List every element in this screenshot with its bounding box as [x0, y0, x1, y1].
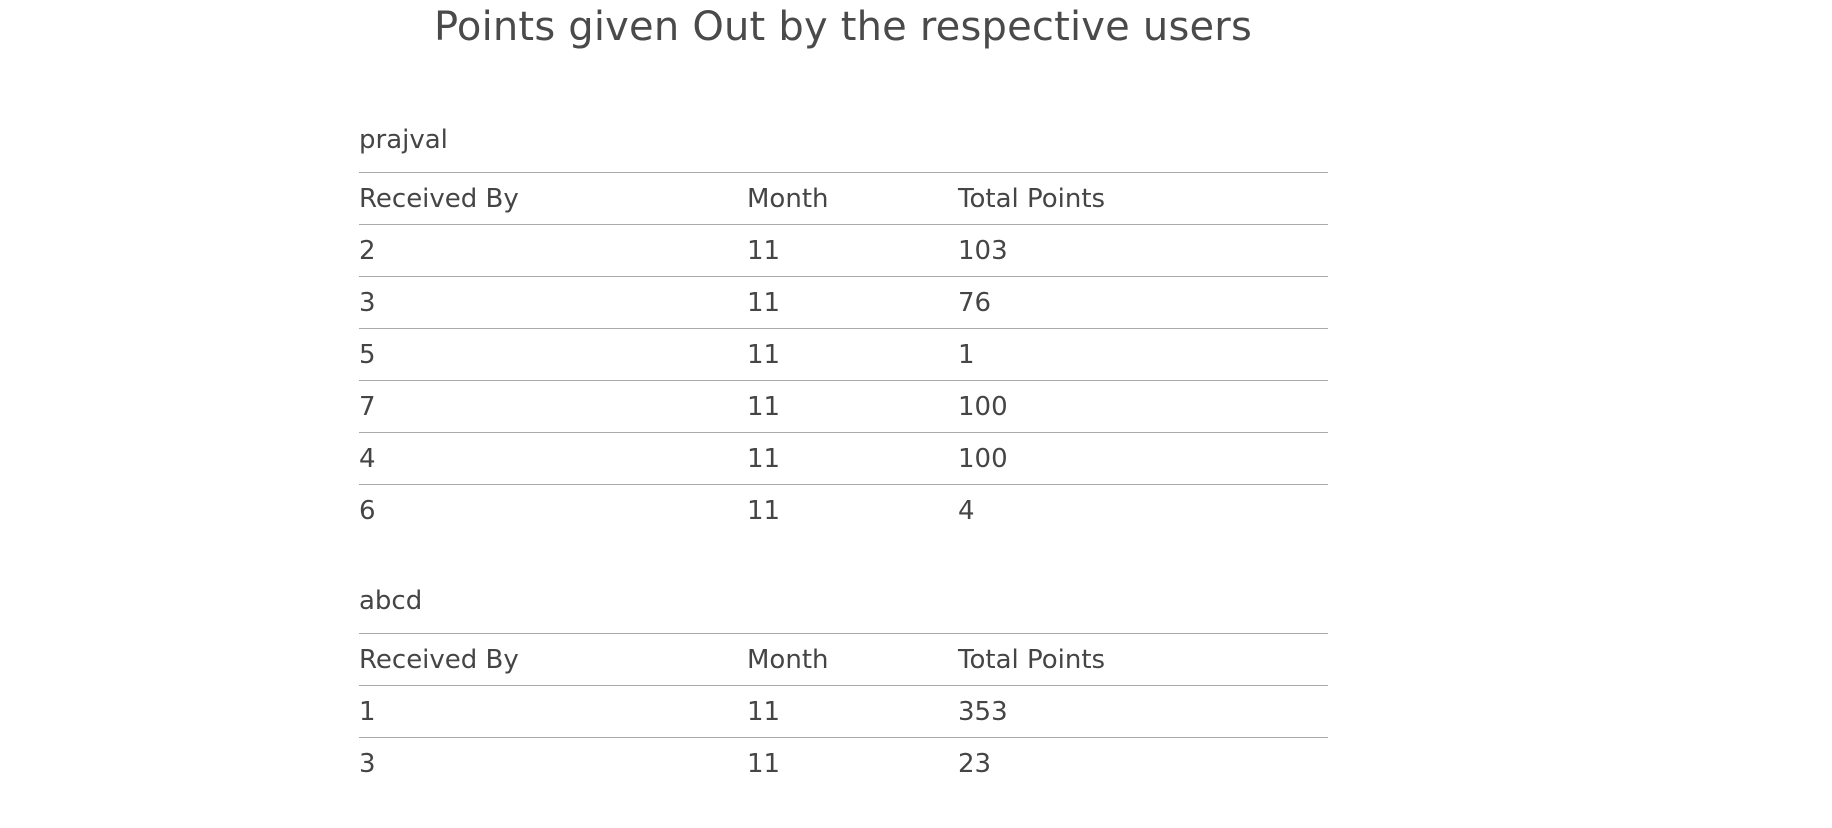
- table-row: 7 11 100: [359, 380, 1328, 433]
- table-header-row: Received By Month Total Points: [359, 633, 1328, 686]
- page-title: Points given Out by the respective users: [434, 4, 1252, 50]
- month-cell: 11: [747, 380, 958, 433]
- total-points-cell: 103: [958, 224, 1328, 277]
- total-points-cell: 353: [958, 685, 1328, 738]
- column-header-total-points: Total Points: [958, 633, 1328, 686]
- points-table: Received By Month Total Points 2 11 103 …: [359, 172, 1328, 536]
- month-cell: 11: [747, 432, 958, 485]
- received-by-cell: 3: [359, 737, 747, 789]
- total-points-cell: 100: [958, 380, 1328, 433]
- total-points-cell: 4: [958, 484, 1328, 536]
- month-cell: 11: [747, 328, 958, 381]
- total-points-cell: 1: [958, 328, 1328, 381]
- total-points-cell: 100: [958, 432, 1328, 485]
- received-by-cell: 2: [359, 224, 747, 277]
- received-by-cell: 5: [359, 328, 747, 381]
- total-points-cell: 76: [958, 276, 1328, 329]
- month-cell: 11: [747, 224, 958, 277]
- received-by-cell: 7: [359, 380, 747, 433]
- table-row: 5 11 1: [359, 328, 1328, 381]
- month-cell: 11: [747, 685, 958, 738]
- received-by-cell: 1: [359, 685, 747, 738]
- table-row: 6 11 4: [359, 484, 1328, 536]
- user-points-section: abcd Received By Month Total Points 1 11…: [359, 581, 1328, 789]
- column-header-received-by: Received By: [359, 633, 747, 686]
- table-row: 4 11 100: [359, 432, 1328, 485]
- table-header-row: Received By Month Total Points: [359, 172, 1328, 225]
- points-table: Received By Month Total Points 1 11 353 …: [359, 633, 1328, 789]
- month-cell: 11: [747, 737, 958, 789]
- table-row: 3 11 76: [359, 276, 1328, 329]
- total-points-cell: 23: [958, 737, 1328, 789]
- column-header-received-by: Received By: [359, 172, 747, 225]
- received-by-cell: 3: [359, 276, 747, 329]
- table-row: 2 11 103: [359, 224, 1328, 277]
- received-by-cell: 4: [359, 432, 747, 485]
- month-cell: 11: [747, 276, 958, 329]
- month-cell: 11: [747, 484, 958, 536]
- column-header-month: Month: [747, 633, 958, 686]
- section-user-name: abcd: [359, 586, 423, 616]
- received-by-cell: 6: [359, 484, 747, 536]
- section-user-name: prajval: [359, 125, 448, 155]
- table-row: 1 11 353: [359, 685, 1328, 738]
- user-points-section: prajval Received By Month Total Points 2…: [359, 120, 1328, 536]
- table-row: 3 11 23: [359, 737, 1328, 789]
- column-header-total-points: Total Points: [958, 172, 1328, 225]
- column-header-month: Month: [747, 172, 958, 225]
